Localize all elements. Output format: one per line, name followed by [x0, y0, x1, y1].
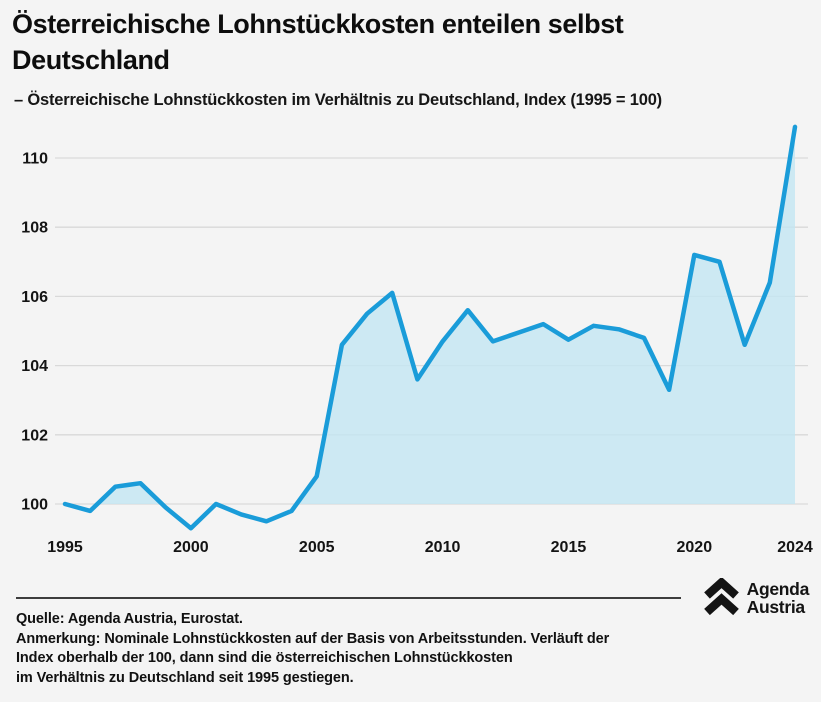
note-line1: Anmerkung: Nominale Lohnstückkosten auf … — [16, 630, 610, 647]
y-tick-label: 106 — [21, 289, 48, 306]
note-line3: im Verhältnis zu Deutschland seit 1995 g… — [16, 669, 354, 686]
x-tick-label: 2015 — [551, 539, 587, 556]
chart-svg: 100 102 104 106 108 110 1995 2000 2005 2010 2015 2… — [21, 124, 813, 556]
x-tick-label: 2010 — [425, 539, 461, 556]
data-line — [62, 124, 798, 531]
source-text: Quelle: Agenda Austria, Eurostat. — [16, 611, 243, 627]
page-title-line2: Deutschland — [12, 45, 170, 75]
y-axis-labels: 100 102 104 106 108 110 — [21, 151, 48, 514]
y-tick-label: 110 — [22, 151, 48, 168]
chart-subtitle: – Österreichische Lohnstückkosten im Ver… — [14, 91, 662, 109]
double-chevron-up-icon — [703, 578, 739, 616]
y-tick-label: 102 — [21, 427, 48, 444]
x-tick-label: 1995 — [47, 539, 83, 556]
page-title-line1: Österreichische Lohnstückkosten enteilen… — [12, 9, 624, 39]
y-tick-label: 104 — [21, 358, 48, 375]
header: Österreichische Lohnstückkosten enteilen… — [0, 0, 821, 110]
footer-divider — [16, 597, 681, 599]
y-tick-label: 100 — [21, 497, 48, 514]
footer: Quelle: Agenda Austria, Eurostat. Anmerk… — [16, 610, 821, 688]
y-tick-label: 108 — [21, 220, 48, 237]
x-tick-label: 2020 — [677, 539, 713, 556]
area-fill — [65, 126, 795, 504]
page-title: Österreichische Lohnstückkosten enteilen… — [12, 6, 809, 78]
note-line2: Index oberhalb der 100, dann sind die ös… — [16, 650, 513, 666]
agenda-austria-logo: Agenda Austria — [703, 578, 809, 618]
x-axis-labels: 1995 2000 2005 2010 2015 2020 2024 — [47, 539, 813, 556]
x-tick-label: 2024 — [777, 539, 813, 556]
logo-text: Agenda Austria — [746, 578, 810, 617]
x-tick-label: 2000 — [173, 539, 209, 556]
logo-text-line2: Austria — [746, 597, 806, 617]
x-tick-label: 2005 — [299, 539, 335, 556]
logo-text-line1: Agenda — [746, 578, 810, 599]
